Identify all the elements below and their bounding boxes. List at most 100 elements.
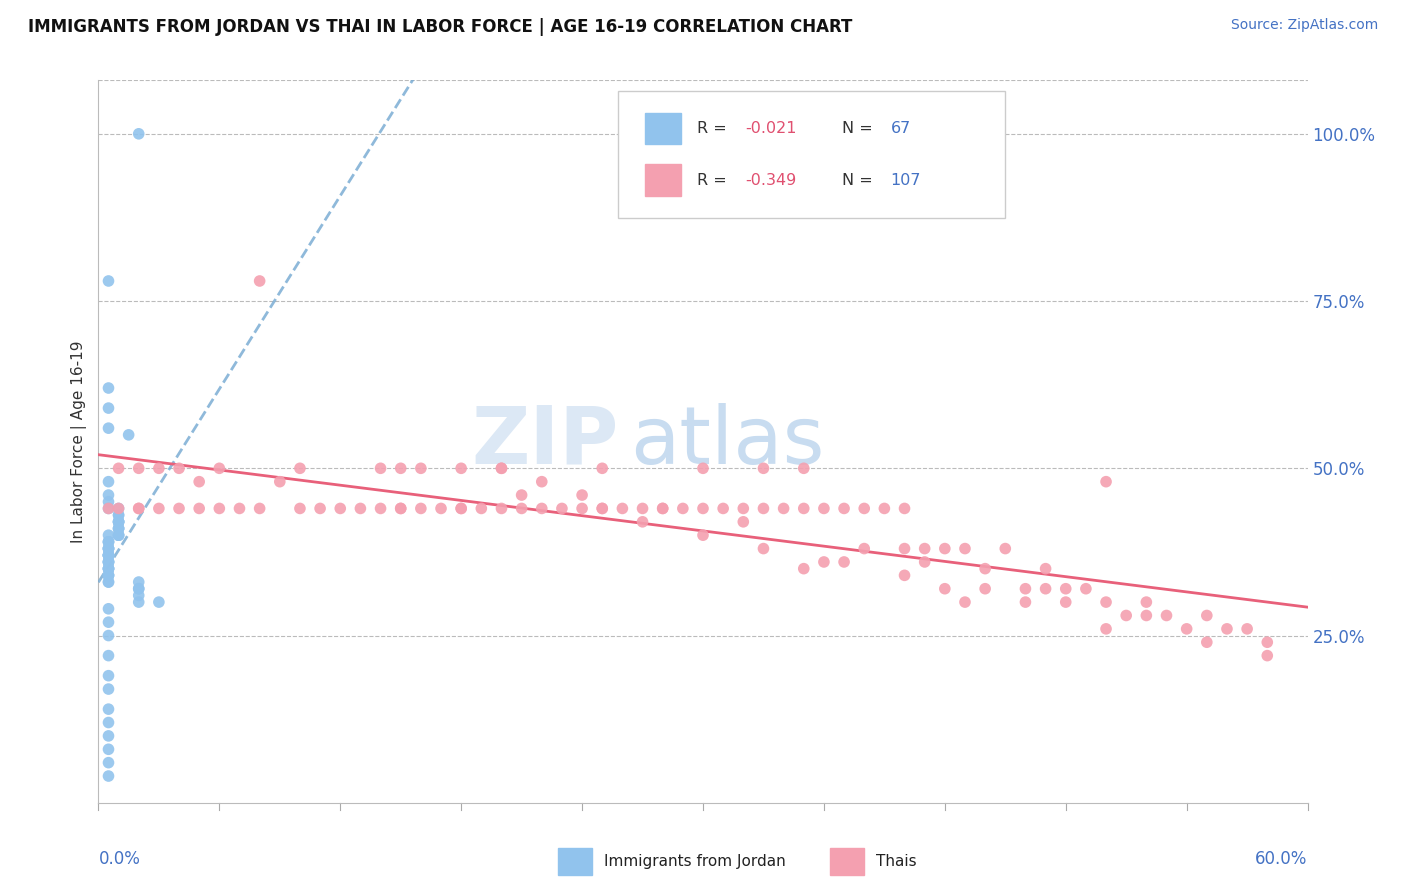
Point: [269, 475, 291, 489]
Point: [530, 501, 553, 516]
Point: [1216, 622, 1239, 636]
Point: [118, 427, 141, 442]
Text: -0.021: -0.021: [745, 121, 797, 136]
Text: 67: 67: [890, 121, 911, 136]
Point: [288, 501, 311, 516]
Point: [491, 501, 513, 516]
Point: [389, 461, 412, 475]
Point: [97, 541, 120, 556]
Point: [97, 702, 120, 716]
Point: [97, 541, 120, 556]
Point: [107, 501, 129, 516]
Point: [832, 501, 855, 516]
Point: [107, 528, 129, 542]
Point: [107, 528, 129, 542]
Point: [97, 475, 120, 489]
Point: [672, 501, 695, 516]
Point: [107, 515, 129, 529]
Point: [97, 528, 120, 542]
Point: [128, 501, 150, 516]
Point: [97, 555, 120, 569]
Point: [1014, 582, 1036, 596]
Point: [510, 488, 533, 502]
Point: [793, 461, 815, 475]
Point: [491, 461, 513, 475]
Point: [914, 555, 936, 569]
Point: [107, 508, 129, 523]
Point: [97, 669, 120, 683]
Bar: [645, 112, 682, 145]
Point: [571, 501, 593, 516]
Point: [510, 501, 533, 516]
Text: Source: ZipAtlas.com: Source: ZipAtlas.com: [1230, 18, 1378, 32]
Point: [128, 582, 150, 596]
Point: [994, 541, 1017, 556]
Point: [167, 501, 190, 516]
Point: [733, 501, 755, 516]
Point: [631, 501, 654, 516]
Point: [752, 461, 775, 475]
Point: [128, 589, 150, 603]
Point: [97, 548, 120, 563]
Point: [208, 501, 231, 516]
Point: [470, 501, 492, 516]
Point: [97, 575, 120, 590]
Point: [97, 562, 120, 576]
Point: [128, 461, 150, 475]
Point: [97, 568, 120, 582]
Point: [128, 127, 150, 141]
Text: Immigrants from Jordan: Immigrants from Jordan: [603, 854, 786, 869]
Point: [97, 756, 120, 770]
Point: [974, 562, 997, 576]
Point: [1175, 622, 1198, 636]
Point: [107, 521, 129, 535]
Point: [1054, 582, 1077, 596]
Point: [97, 274, 120, 288]
Point: [934, 582, 956, 596]
Point: [873, 501, 896, 516]
Point: [97, 628, 120, 642]
Point: [1014, 595, 1036, 609]
Point: [107, 515, 129, 529]
Point: [612, 501, 634, 516]
Point: [288, 461, 311, 475]
Text: N =: N =: [842, 121, 877, 136]
Point: [97, 421, 120, 435]
Point: [1195, 608, 1218, 623]
Point: [128, 595, 150, 609]
Point: [813, 501, 835, 516]
Point: [692, 461, 714, 475]
Point: [651, 501, 673, 516]
Point: [97, 729, 120, 743]
Point: [97, 555, 120, 569]
Point: [97, 534, 120, 549]
Point: [591, 501, 613, 516]
Text: Thais: Thais: [876, 854, 917, 869]
Point: [1135, 595, 1157, 609]
Point: [97, 769, 120, 783]
Point: [107, 521, 129, 535]
Point: [97, 501, 120, 516]
Point: [97, 562, 120, 576]
Point: [148, 501, 170, 516]
Bar: [645, 164, 682, 196]
Point: [107, 528, 129, 542]
Point: [1115, 608, 1137, 623]
Point: [97, 534, 120, 549]
Point: [188, 475, 211, 489]
Point: [249, 274, 271, 288]
Point: [249, 501, 271, 516]
Point: [711, 501, 734, 516]
Point: [97, 501, 120, 516]
Point: [813, 555, 835, 569]
Point: [934, 541, 956, 556]
Point: [97, 381, 120, 395]
Point: [409, 501, 432, 516]
Point: [97, 648, 120, 663]
Point: [692, 501, 714, 516]
Point: [97, 401, 120, 416]
Point: [853, 541, 876, 556]
Point: [430, 501, 453, 516]
Point: [409, 461, 432, 475]
Text: ZIP: ZIP: [471, 402, 619, 481]
